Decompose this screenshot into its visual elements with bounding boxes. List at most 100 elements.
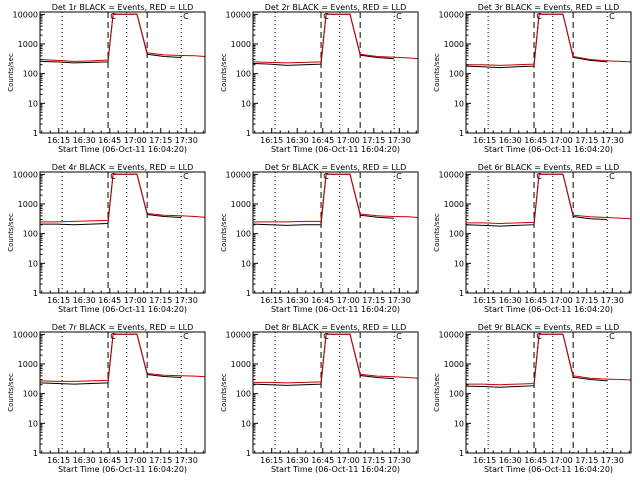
x-tick-label: 16:30: [73, 136, 96, 145]
lld-series-line: [466, 13, 631, 66]
y-tick-label: 100: [449, 70, 464, 79]
x-tick-label: 16:30: [499, 296, 522, 305]
y-tick-label: 10000: [13, 10, 38, 19]
event-marker-label: C: [323, 332, 329, 341]
panel-title: Det 8r BLACK = Events, RED = LLD: [265, 323, 407, 332]
x-tick-label: 16:45: [98, 296, 121, 305]
y-axis-label: Counts/sec: [7, 53, 15, 92]
event-marker-label: C: [323, 12, 329, 21]
x-axis-label: Start Time (06-Oct-11 16:04:20): [484, 465, 613, 474]
x-tick-label: 16:45: [524, 136, 547, 145]
y-axis-label: Counts/sec: [220, 213, 228, 252]
y-tick-label: 10000: [439, 330, 464, 339]
x-axis-label: Start Time (06-Oct-11 16:04:20): [58, 305, 187, 314]
y-tick-label: 10: [28, 99, 38, 108]
y-axis-label: Counts/sec: [433, 213, 441, 252]
y-tick-label: 1000: [231, 40, 251, 49]
event-marker-label: C: [536, 332, 542, 341]
y-axis-label: Counts/sec: [7, 213, 15, 252]
y-tick-label: 1000: [444, 360, 464, 369]
x-tick-label: 16:45: [98, 456, 121, 465]
lld-series-line: [40, 333, 205, 382]
y-tick-label: 100: [236, 70, 251, 79]
y-tick-label: 10000: [439, 10, 464, 19]
x-tick-label: 17:00: [337, 296, 360, 305]
x-tick-label: 16:45: [311, 296, 334, 305]
event-marker-label: C: [183, 12, 189, 21]
y-tick-label: 10: [241, 99, 251, 108]
y-tick-label: 1: [246, 289, 251, 298]
x-tick-label: 17:30: [388, 296, 411, 305]
panel-title: Det 5r BLACK = Events, RED = LLD: [265, 163, 407, 172]
y-axis-label: Counts/sec: [220, 373, 228, 412]
y-tick-label: 1: [33, 289, 38, 298]
x-tick-label: 17:15: [362, 456, 385, 465]
y-tick-label: 100: [449, 230, 464, 239]
plot-frame: [465, 331, 632, 454]
x-tick-label: 17:30: [175, 296, 198, 305]
x-axis-label: Start Time (06-Oct-11 16:04:20): [271, 305, 400, 314]
x-axis-label: Start Time (06-Oct-11 16:04:20): [484, 305, 613, 314]
x-tick-label: 17:00: [337, 456, 360, 465]
x-tick-label: 17:15: [362, 136, 385, 145]
panel-title: Det 6r BLACK = Events, RED = LLD: [478, 163, 620, 172]
x-tick-label: 17:15: [149, 456, 172, 465]
x-tick-label: 16:30: [286, 296, 309, 305]
y-tick-label: 100: [236, 390, 251, 399]
x-tick-label: 16:30: [286, 456, 309, 465]
lld-series-line: [40, 173, 205, 223]
x-tick-label: 16:15: [47, 136, 70, 145]
y-tick-label: 10000: [226, 10, 251, 19]
y-tick-label: 100: [23, 390, 38, 399]
event-marker-label: C: [323, 172, 329, 181]
x-axis-label: Start Time (06-Oct-11 16:04:20): [58, 465, 187, 474]
lld-series-line: [466, 173, 631, 225]
y-axis-label: Counts/sec: [433, 373, 441, 412]
x-axis-label: Start Time (06-Oct-11 16:04:20): [58, 145, 187, 154]
event-marker-label: C: [110, 172, 116, 181]
x-tick-label: 17:00: [124, 456, 147, 465]
x-tick-label: 17:15: [149, 136, 172, 145]
lld-series-line: [253, 333, 418, 384]
panel-title: Det 4r BLACK = Events, RED = LLD: [52, 163, 194, 172]
lld-series-line: [466, 333, 631, 386]
y-tick-label: 1: [459, 449, 464, 458]
x-tick-label: 16:45: [524, 456, 547, 465]
y-tick-label: 10: [28, 419, 38, 428]
event-marker-label: C: [396, 12, 402, 21]
event-marker-label: C: [609, 12, 615, 21]
event-marker-label: C: [396, 332, 402, 341]
x-tick-label: 16:15: [260, 296, 283, 305]
panel-title: Det 3r BLACK = Events, RED = LLD: [478, 3, 620, 12]
y-tick-label: 1: [459, 289, 464, 298]
y-tick-label: 10000: [226, 170, 251, 179]
event-marker-label: C: [110, 12, 116, 21]
y-tick-label: 100: [449, 390, 464, 399]
x-tick-label: 17:15: [362, 296, 385, 305]
y-tick-label: 1: [459, 129, 464, 138]
y-tick-label: 100: [23, 230, 38, 239]
y-axis-label: Counts/sec: [220, 53, 228, 92]
x-tick-label: 16:45: [311, 136, 334, 145]
x-tick-label: 16:15: [473, 456, 496, 465]
plot-frame: [39, 11, 206, 134]
x-tick-label: 17:30: [601, 136, 624, 145]
y-tick-label: 1000: [231, 200, 251, 209]
x-tick-label: 17:30: [175, 456, 198, 465]
y-tick-label: 10000: [439, 170, 464, 179]
x-tick-label: 17:15: [575, 456, 598, 465]
plot-frame: [252, 11, 419, 134]
y-tick-label: 1: [33, 129, 38, 138]
event-marker-label: C: [536, 12, 542, 21]
y-tick-label: 10: [454, 259, 464, 268]
x-tick-label: 17:00: [550, 456, 573, 465]
y-tick-label: 100: [236, 230, 251, 239]
x-tick-label: 16:15: [473, 296, 496, 305]
x-tick-label: 17:15: [575, 136, 598, 145]
